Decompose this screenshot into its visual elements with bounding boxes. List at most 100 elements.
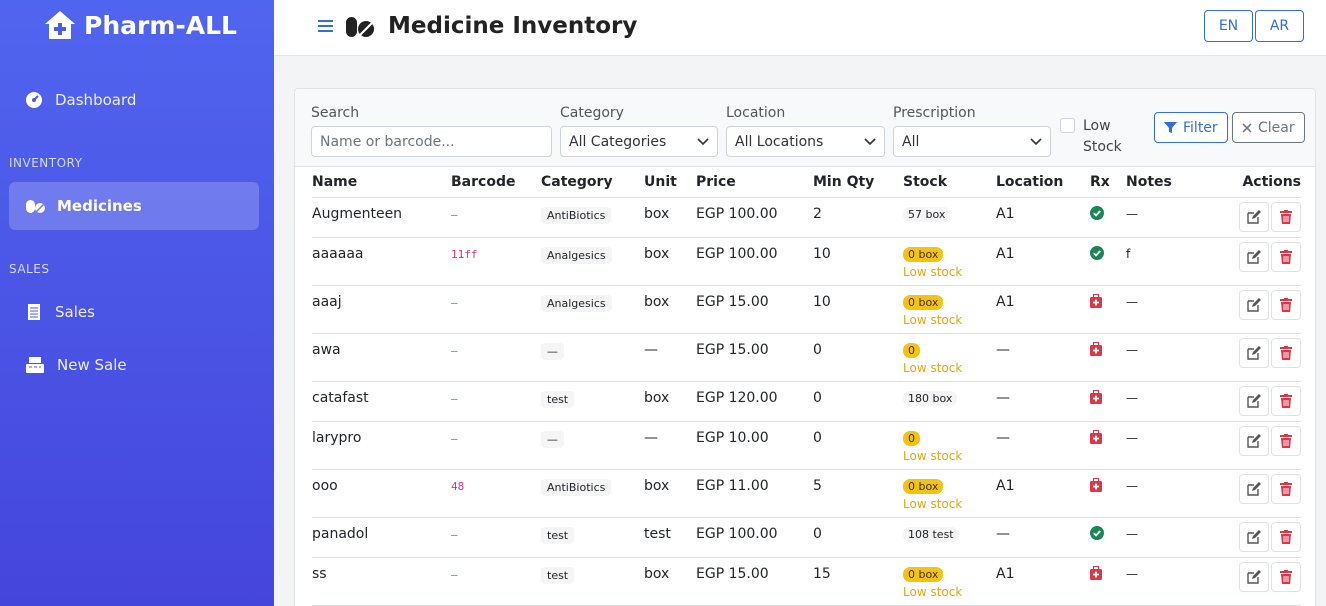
cell-notes: —	[1126, 206, 1138, 221]
cell-unit: box	[644, 389, 670, 406]
cell: —	[644, 333, 696, 382]
page-title: Medicine Inventory	[388, 13, 638, 39]
cell-name: Augmenteen	[312, 205, 403, 222]
cell-barcode: 11ff	[451, 247, 478, 261]
edit-icon	[1247, 209, 1261, 224]
edit-button[interactable]	[1239, 473, 1269, 504]
edit-button[interactable]	[1239, 521, 1269, 552]
brand-icon	[45, 11, 75, 39]
location-select[interactable]: All Locations	[726, 126, 885, 157]
cell: 0	[813, 517, 903, 558]
cell	[1090, 381, 1126, 422]
nav-medicines[interactable]: Medicines	[9, 182, 259, 230]
delete-button[interactable]	[1271, 337, 1301, 368]
edit-button[interactable]	[1239, 241, 1269, 272]
cell: EGP 15.00	[696, 557, 813, 606]
stock-note: Low stock	[903, 496, 963, 511]
low-stock-checkbox[interactable]	[1060, 118, 1075, 133]
stock-note: Low stock	[903, 360, 963, 375]
cell-location: A1	[996, 293, 1015, 310]
icon	[1164, 122, 1177, 133]
cell: —	[1126, 197, 1206, 238]
delete-button[interactable]	[1271, 385, 1301, 416]
cell	[1090, 469, 1126, 518]
delete-icon	[1280, 433, 1292, 448]
cell: —	[541, 333, 644, 382]
cell: 0	[813, 421, 903, 470]
cell: Analgesics	[541, 285, 644, 334]
cell-min-qty: 0	[813, 525, 822, 542]
nav-sales[interactable]: Sales	[9, 288, 259, 336]
stock-badge: 0 box	[903, 478, 944, 494]
search-input[interactable]: Name or barcode...	[311, 126, 552, 157]
cell-name: ss	[312, 565, 327, 582]
nav-label: Medicines	[57, 197, 142, 215]
menu-toggle[interactable]	[318, 19, 333, 33]
cell: 0 box Low stock	[903, 469, 996, 518]
cell: test	[644, 517, 696, 558]
cell: —	[1126, 517, 1206, 558]
cell-notes: —	[1126, 566, 1138, 581]
cell: box	[644, 557, 696, 606]
rx-required	[1090, 525, 1104, 540]
cell-barcode: –	[451, 207, 458, 221]
delete-button[interactable]	[1271, 521, 1301, 552]
edit-button[interactable]	[1239, 201, 1269, 232]
edit-button[interactable]	[1239, 425, 1269, 456]
lang-button[interactable]: AR	[1255, 10, 1304, 42]
cell-notes: —	[1126, 478, 1138, 493]
cell-price: EGP 100.00	[696, 205, 778, 222]
cell: ss	[312, 557, 451, 606]
cell-notes: f	[1126, 246, 1131, 261]
sidebar: Pharm-ALL Dashboard INVENTORY Medicines …	[0, 0, 274, 606]
cell-min-qty: 0	[813, 389, 822, 406]
cell-location: —	[996, 429, 1010, 446]
clear-button[interactable]: Clear	[1232, 112, 1305, 143]
icon	[1242, 122, 1252, 133]
column-header: Stock	[903, 167, 996, 198]
cell: 57 box	[903, 197, 996, 238]
delete-button[interactable]	[1271, 241, 1301, 272]
cell-min-qty: 10	[813, 245, 831, 262]
edit-button[interactable]	[1239, 337, 1269, 368]
delete-button[interactable]	[1271, 561, 1301, 592]
lang-button[interactable]: EN	[1204, 10, 1253, 42]
nav-dashboard[interactable]: Dashboard	[9, 76, 259, 124]
cell: —	[1126, 333, 1206, 382]
edit-button[interactable]	[1239, 289, 1269, 320]
cell	[1206, 517, 1301, 558]
nav-new-sale[interactable]: New Sale	[9, 341, 259, 389]
delete-button[interactable]	[1271, 473, 1301, 504]
rx-not-required	[1090, 565, 1102, 580]
delete-button[interactable]	[1271, 201, 1301, 232]
prescription-select[interactable]: All	[893, 126, 1051, 157]
category-select[interactable]: All Categories	[560, 126, 718, 157]
cell-price: EGP 15.00	[696, 565, 769, 582]
edit-button[interactable]	[1239, 561, 1269, 592]
cell: EGP 15.00	[696, 285, 813, 334]
category-chip: test	[541, 566, 575, 584]
delete-button[interactable]	[1271, 289, 1301, 320]
table-row: aaaaaa 11ff Analgesics box EGP 100.00 10 0 box…	[312, 237, 1301, 286]
cell: catafast	[312, 381, 451, 422]
cell-name: panadol	[312, 525, 369, 542]
select-value: All	[902, 133, 920, 150]
title-icon	[346, 17, 374, 37]
cell-notes: —	[1126, 430, 1138, 445]
filter-bar: Search Name or barcode... Category All C…	[295, 89, 1315, 167]
category-chip: AntiBiotics	[541, 206, 612, 224]
stock-badge: 0 box	[903, 566, 944, 582]
edit-icon	[1247, 297, 1261, 312]
cell: –	[451, 333, 541, 382]
delete-button[interactable]	[1271, 425, 1301, 456]
cell: —	[996, 333, 1090, 382]
cell: Augmenteen	[312, 197, 451, 238]
cell: box	[644, 237, 696, 286]
stock-badge: 57 box	[903, 206, 951, 222]
cell: EGP 15.00	[696, 333, 813, 382]
edit-button[interactable]	[1239, 385, 1269, 416]
table-row: Augmenteen – AntiBiotics box EGP 100.00 2 57 b…	[312, 197, 1301, 238]
table-row: awa – — — EGP 15.00 0 0 Low stock — —	[312, 333, 1301, 382]
filter-button[interactable]: Filter	[1154, 112, 1228, 143]
cell-price: EGP 120.00	[696, 389, 778, 406]
